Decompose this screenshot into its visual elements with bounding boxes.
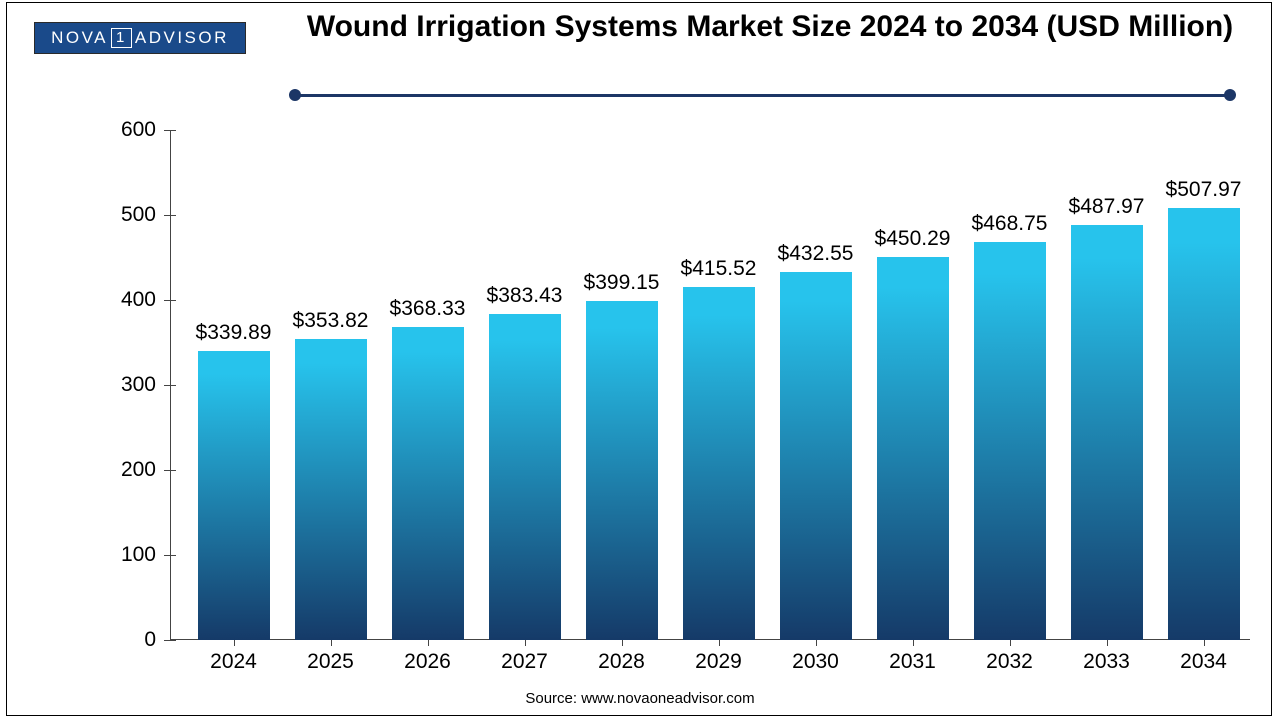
- bar: [392, 327, 464, 640]
- y-tick-inner: [170, 640, 176, 641]
- bar-slot: $383.43: [476, 130, 573, 640]
- bar: [586, 301, 658, 640]
- y-tick-label: 200: [121, 458, 170, 482]
- x-tick-label: 2032: [986, 640, 1033, 674]
- y-tick-inner: [170, 555, 176, 556]
- x-tick-label: 2027: [501, 640, 548, 674]
- bar-value-label: $468.75: [972, 212, 1048, 236]
- bar-slot: $415.52: [670, 130, 767, 640]
- bar: [198, 351, 270, 640]
- y-tick-label: 100: [121, 543, 170, 567]
- bar: [974, 242, 1046, 640]
- bar: [489, 314, 561, 640]
- bar: [1071, 225, 1143, 640]
- bar: [295, 339, 367, 640]
- y-tick-inner: [170, 470, 176, 471]
- bar-slot: $399.15: [573, 130, 670, 640]
- x-tick-label: 2026: [404, 640, 451, 674]
- y-tick-label: 300: [121, 373, 170, 397]
- x-tick-label: 2028: [598, 640, 645, 674]
- bar-value-label: $353.82: [293, 309, 369, 333]
- bar-value-label: $339.89: [196, 321, 272, 345]
- logo-one-box: 1: [111, 28, 132, 48]
- y-tick-label: 500: [121, 203, 170, 227]
- bar-slot: $353.82: [282, 130, 379, 640]
- x-tick-label: 2029: [695, 640, 742, 674]
- bar-value-label: $399.15: [584, 271, 660, 295]
- logo-left: NOVA: [51, 28, 108, 48]
- bar-slot: $339.89: [185, 130, 282, 640]
- bar: [780, 272, 852, 640]
- bar-value-label: $450.29: [875, 227, 951, 251]
- bar-chart: 01002003004005006002024$339.892025$353.8…: [170, 130, 1250, 640]
- bar-slot: $432.55: [767, 130, 864, 640]
- bar-slot: $507.97: [1155, 130, 1252, 640]
- bar-slot: $468.75: [961, 130, 1058, 640]
- y-tick-inner: [170, 385, 176, 386]
- x-tick-label: 2024: [210, 640, 257, 674]
- bar: [683, 287, 755, 640]
- y-tick-label: 400: [121, 288, 170, 312]
- bar-value-label: $487.97: [1069, 195, 1145, 219]
- title-underline: [295, 94, 1230, 97]
- bar-value-label: $383.43: [487, 284, 563, 308]
- x-tick-label: 2033: [1083, 640, 1130, 674]
- source-caption: Source: www.novaoneadvisor.com: [0, 690, 1280, 707]
- bar-value-label: $507.97: [1166, 178, 1242, 202]
- bar-slot: $487.97: [1058, 130, 1155, 640]
- y-tick-inner: [170, 130, 176, 131]
- x-tick-label: 2034: [1180, 640, 1227, 674]
- bar: [877, 257, 949, 640]
- bar-slot: $368.33: [379, 130, 476, 640]
- bar-slot: $450.29: [864, 130, 961, 640]
- y-tick-inner: [170, 215, 176, 216]
- chart-title: Wound Irrigation Systems Market Size 202…: [280, 8, 1260, 46]
- x-tick-label: 2031: [889, 640, 936, 674]
- bar: [1168, 208, 1240, 640]
- bar-value-label: $415.52: [681, 257, 757, 281]
- logo-right: ADVISOR: [135, 28, 229, 48]
- bar-value-label: $432.55: [778, 242, 854, 266]
- brand-logo: NOVA 1 ADVISOR: [34, 22, 246, 54]
- y-tick-inner: [170, 300, 176, 301]
- x-tick-label: 2025: [307, 640, 354, 674]
- y-tick-label: 600: [121, 118, 170, 142]
- x-tick-label: 2030: [792, 640, 839, 674]
- bar-value-label: $368.33: [390, 297, 466, 321]
